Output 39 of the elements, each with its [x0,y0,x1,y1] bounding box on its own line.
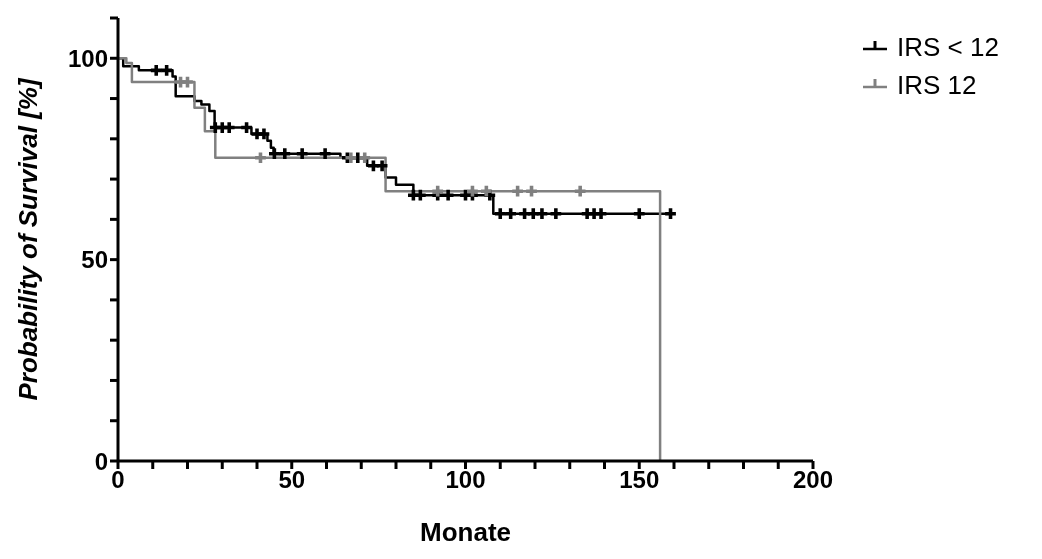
point [432,185,444,197]
point [526,185,537,197]
point [550,208,562,220]
y-tick-label: 50 [81,246,108,274]
y-tick-label: 0 [94,447,108,475]
point [494,208,506,220]
point [279,148,291,160]
point [442,189,454,201]
point [595,208,607,220]
point [536,208,548,220]
legend-label: IRS 12 [897,69,977,101]
point [376,160,388,172]
x-axis-title: Monate [420,517,511,547]
point [467,185,478,197]
y-axis-title: Probability of Survival [%] [13,77,44,401]
x-tick-label: 100 [445,466,486,494]
point [633,208,645,220]
point [255,152,266,164]
point [359,152,371,164]
point [574,185,586,197]
x-tick-label: 50 [278,466,306,494]
x-tick-label: 0 [111,466,125,494]
point [319,148,331,160]
x-tick-label: 200 [792,466,834,494]
point [223,122,235,133]
legend-label: IRS < 12 [897,31,999,63]
point [150,64,162,76]
point [345,152,357,164]
point [258,128,270,140]
point [665,208,676,220]
point [512,185,523,197]
y-tick-label: 100 [67,44,108,72]
point [505,208,517,220]
point [269,148,280,160]
point [182,76,193,88]
point [414,189,426,201]
point [480,185,492,197]
point [296,148,308,160]
x-tick-label: 150 [619,466,660,494]
